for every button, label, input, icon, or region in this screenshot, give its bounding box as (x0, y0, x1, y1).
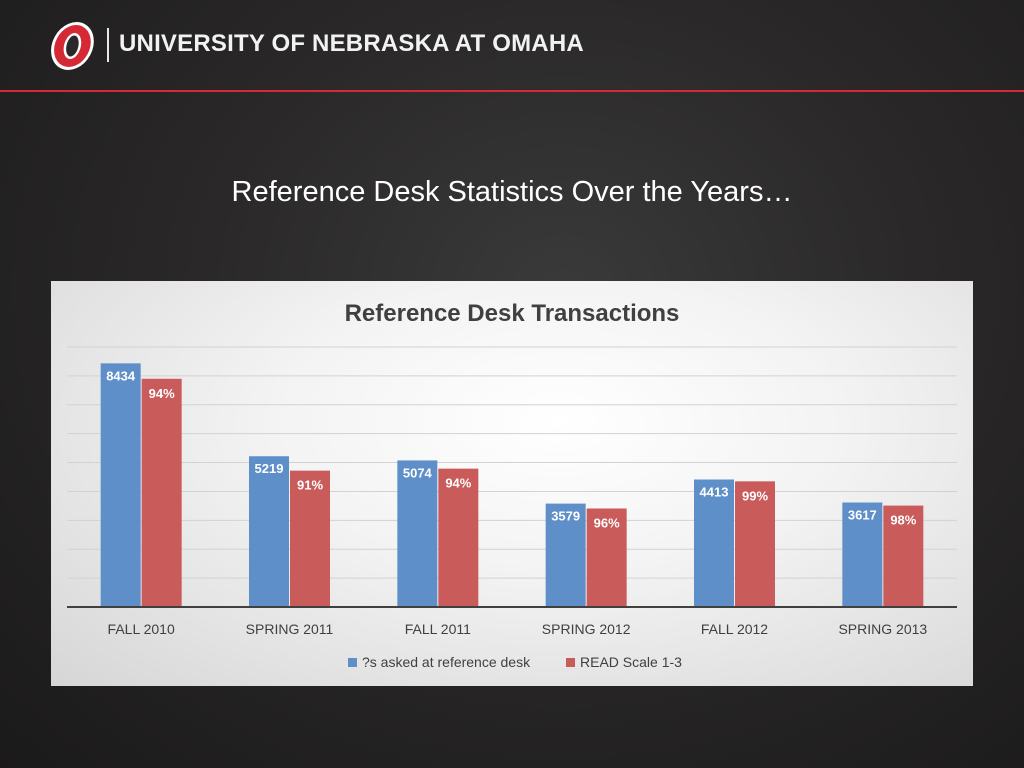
data-label: 99% (742, 488, 768, 503)
bar (842, 502, 883, 607)
bar (100, 363, 141, 607)
data-label: 3617 (848, 508, 877, 523)
slide-title: Reference Desk Statistics Over the Years… (231, 176, 793, 208)
bar (694, 479, 734, 607)
bar (883, 505, 924, 607)
data-label: 5219 (255, 461, 284, 476)
x-tick-label: SPRING 2013 (838, 621, 927, 637)
header-rule (0, 90, 1024, 92)
legend-label: ?s asked at reference desk (362, 654, 531, 670)
data-label: 3579 (551, 509, 580, 524)
slide-header: UNIVERSITY OF NEBRASKA AT OMAHA (0, 0, 1024, 92)
bar (438, 468, 479, 607)
x-axis-ticks: FALL 2010 SPRING 2011 FALL 2011 SPRING 2012… (108, 621, 928, 637)
uno-o-logo-icon (50, 22, 94, 70)
x-tick-label: SPRING 2011 (246, 621, 334, 637)
bar (249, 456, 289, 607)
legend-label: READ Scale 1-3 (580, 654, 682, 670)
x-tick-label: FALL 2010 (108, 621, 175, 637)
x-tick-label: SPRING 2012 (542, 621, 631, 637)
bar (397, 460, 438, 607)
chart-panel: Reference Desk Transactions 8434 94% 5219 9… (51, 281, 973, 686)
x-tick-label: FALL 2012 (701, 621, 768, 637)
chart-legend: ?s asked at reference desk READ Scale 1-3 (348, 654, 682, 670)
gridlines (67, 346, 957, 579)
data-label: 5074 (403, 465, 433, 480)
bar-series-group: 8434 94% 5219 91% 5074 94% 3579 96% 4413 99% 3617 9… (100, 363, 924, 607)
x-tick-label: FALL 2011 (405, 621, 471, 637)
bar (290, 470, 330, 607)
logo-divider (107, 28, 109, 62)
data-label: 96% (594, 515, 620, 530)
bar (735, 481, 775, 607)
chart-title: Reference Desk Transactions (345, 300, 680, 327)
data-label: 91% (297, 478, 323, 493)
legend-swatch (348, 658, 357, 667)
university-name: UNIVERSITY OF NEBRASKA AT OMAHA (119, 30, 584, 57)
data-label: 94% (445, 476, 471, 491)
bar (586, 508, 627, 607)
legend-swatch (566, 658, 575, 667)
bar (141, 378, 182, 607)
bar-chart: Reference Desk Transactions 8434 94% 5219 9… (67, 300, 957, 670)
data-label: 4413 (700, 485, 729, 500)
bar (545, 503, 586, 607)
data-label: 8434 (106, 368, 136, 383)
data-label: 98% (890, 513, 916, 528)
data-label: 94% (149, 386, 175, 401)
